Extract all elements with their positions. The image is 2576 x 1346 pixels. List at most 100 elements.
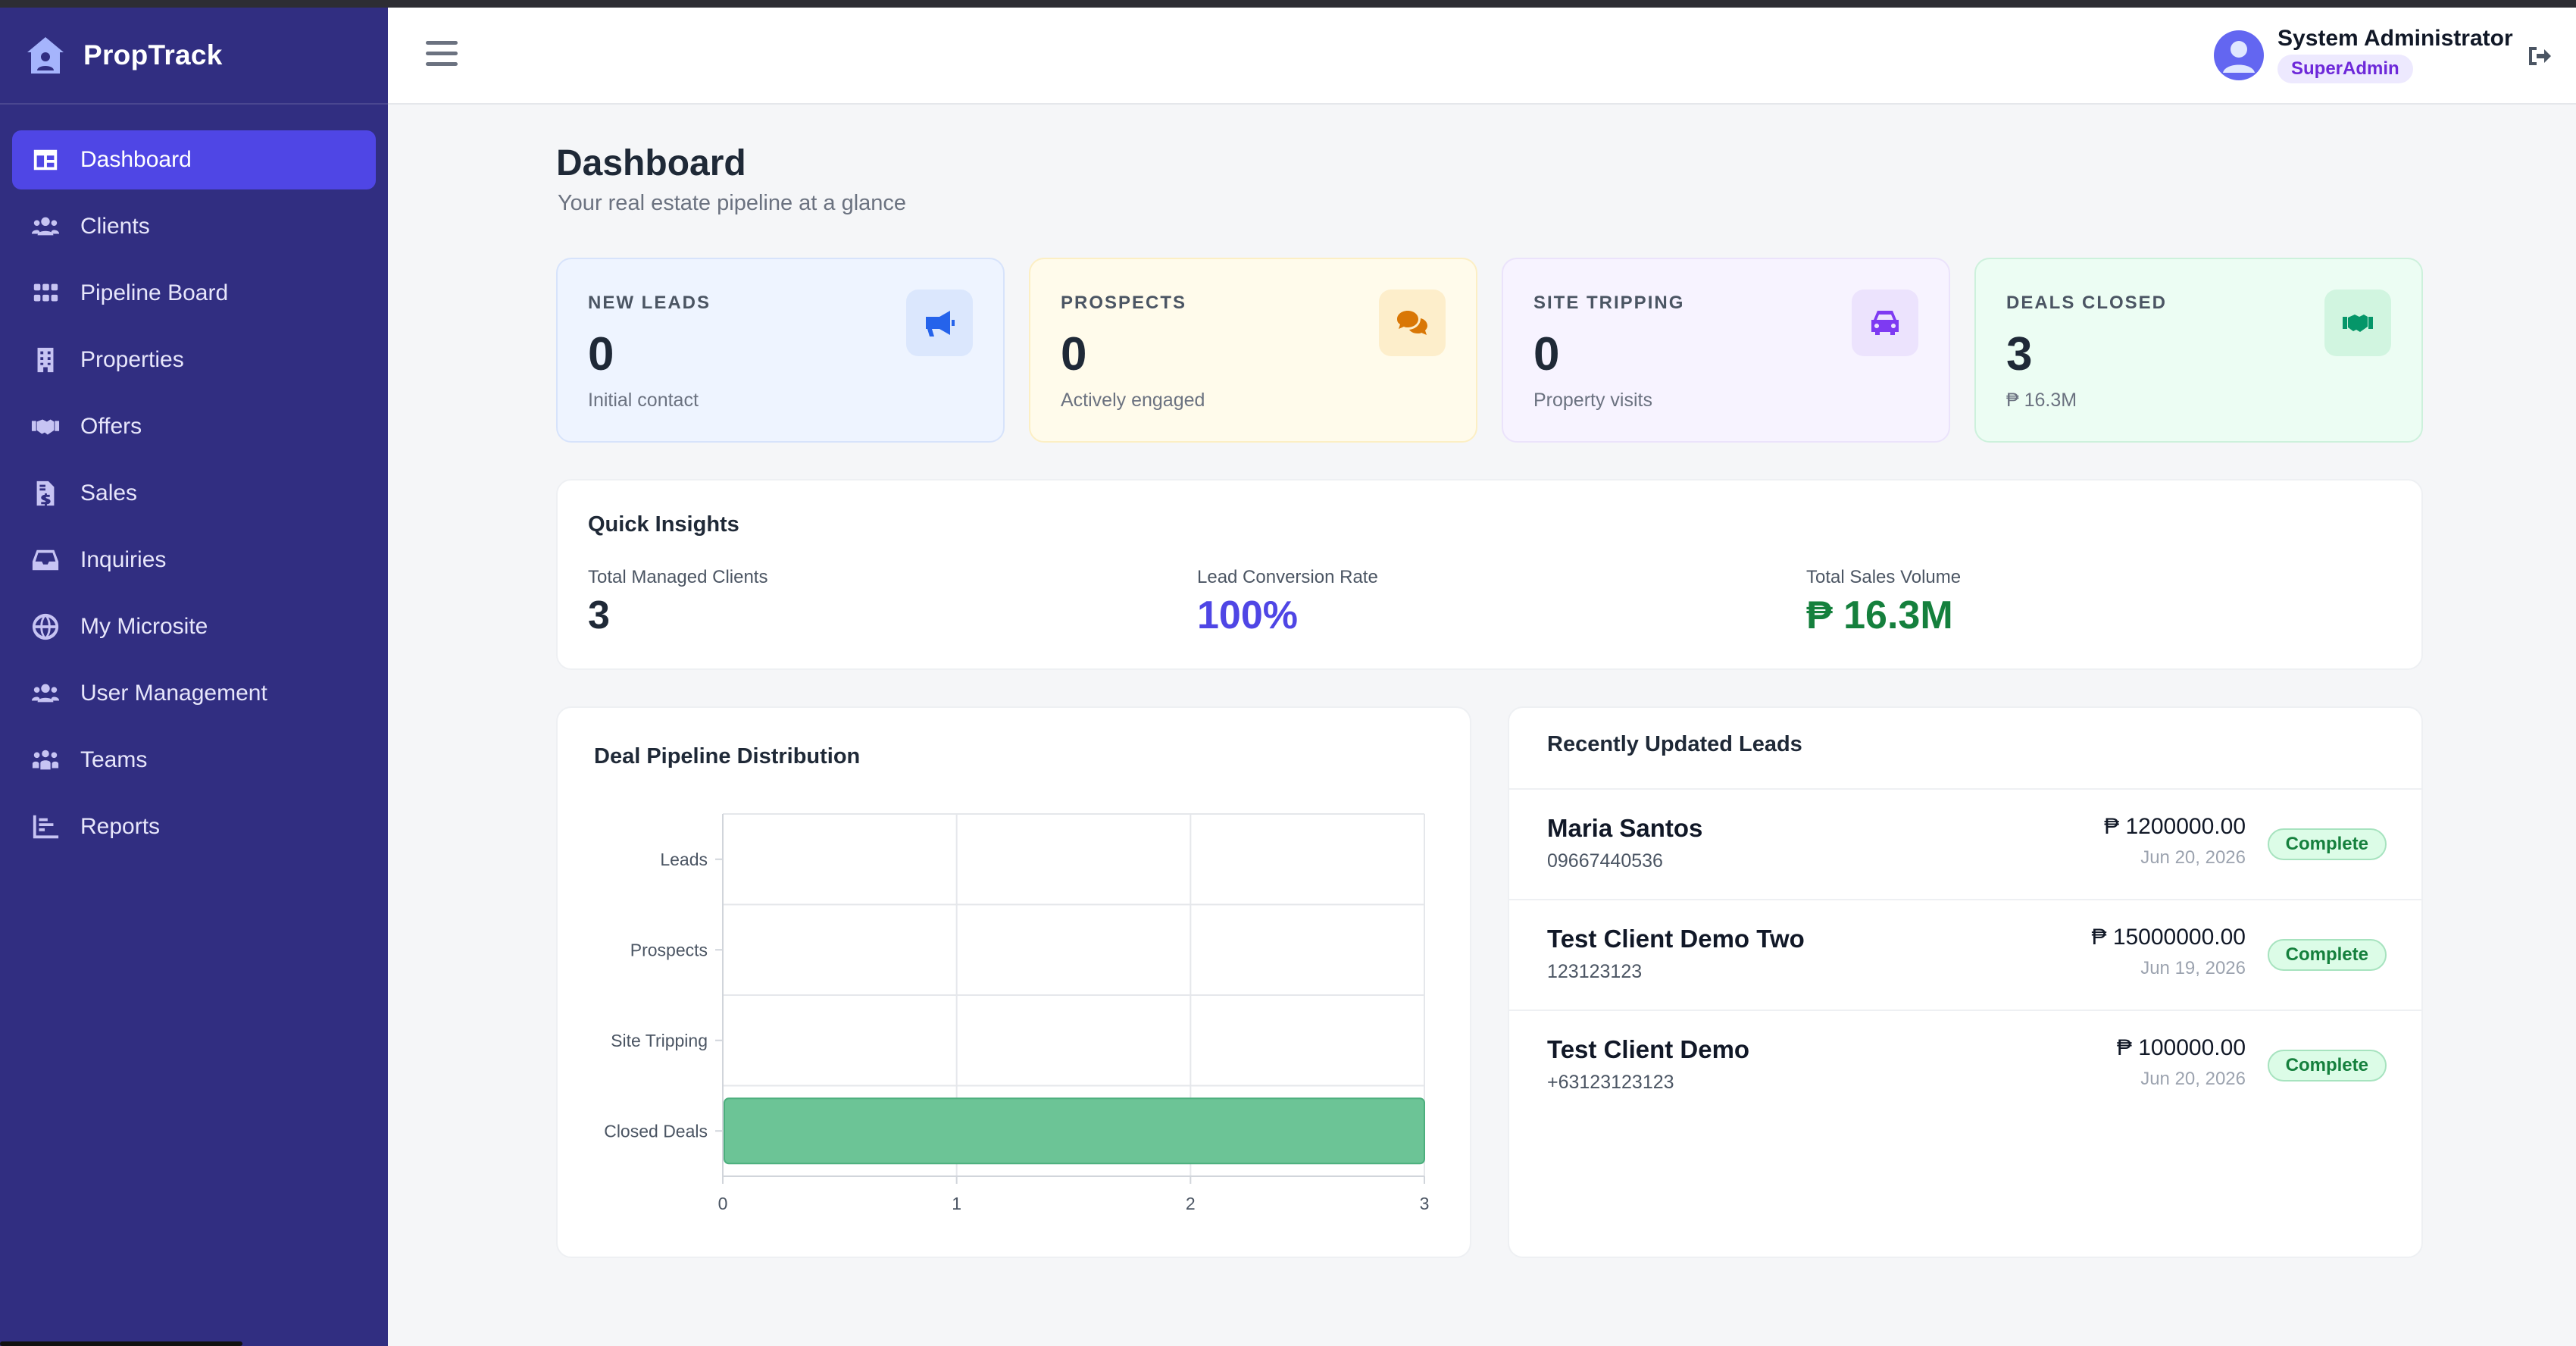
stat-value: 0 — [1533, 328, 1560, 380]
stat-subtext: ₱ 16.3M — [2006, 390, 2077, 411]
house-user-icon — [27, 37, 64, 74]
top-header: System Administrator SuperAdmin — [388, 8, 2576, 105]
status-badge: Complete — [2267, 828, 2387, 860]
y-tick-label: Closed Deals — [604, 1121, 708, 1141]
x-tick-label: 1 — [952, 1194, 961, 1213]
lead-phone: +63123123123 — [1547, 1072, 1674, 1093]
insight-label: Total Managed Clients — [588, 567, 768, 587]
insight-label: Lead Conversion Rate — [1197, 567, 1378, 587]
bar-closed-deals — [724, 1097, 1425, 1165]
avatar[interactable] — [2214, 30, 2264, 80]
y-tick-label: Leads — [660, 850, 708, 869]
window-top-strip — [0, 0, 2576, 8]
megaphone-icon — [906, 290, 973, 356]
y-tick-label: Prospects — [630, 940, 708, 959]
lead-amount: ₱ 1200000.00 — [2104, 814, 2246, 839]
list-item[interactable]: Test Client Demo +63123123123 ₱ 100000.0… — [1509, 1010, 2421, 1120]
invoice-dollar-icon — [30, 478, 61, 509]
sidebar-item-reports[interactable]: Reports — [12, 797, 376, 856]
dashboard-icon — [30, 145, 61, 175]
sidebar-item-label: User Management — [80, 681, 267, 706]
logout-icon[interactable] — [2526, 42, 2553, 70]
sidebar-item-sales[interactable]: Sales — [12, 464, 376, 523]
sidebar-item-label: My Microsite — [80, 614, 208, 639]
sidebar-item-label: Clients — [80, 214, 150, 239]
sidebar-item-label: Reports — [80, 814, 161, 839]
stat-subtext: Actively engaged — [1061, 390, 1205, 411]
comments-icon — [1379, 290, 1446, 356]
stat-label: SITE TRIPPING — [1533, 293, 1685, 313]
lead-phone: 09667440536 — [1547, 850, 1663, 872]
lead-amount: ₱ 100000.00 — [2116, 1035, 2246, 1060]
insight-value: 100% — [1197, 593, 1298, 637]
recent-leads-card: Recently Updated Leads Maria Santos 0966… — [1508, 706, 2423, 1258]
brand[interactable]: PropTrack — [0, 8, 388, 105]
insight-total-sales-volume: Total Sales Volume ₱ 16.3M — [1806, 567, 1961, 638]
users-icon — [30, 211, 61, 242]
menu-toggle-icon[interactable] — [426, 41, 458, 68]
recent-leads-title: Recently Updated Leads — [1547, 732, 1802, 756]
deal-pipeline-chart-card: Deal Pipeline Distribution 0 1 2 3 Leads Pros… — [556, 706, 1471, 1258]
role-badge: SuperAdmin — [2277, 55, 2413, 83]
sidebar-item-label: Pipeline Board — [80, 280, 229, 305]
sidebar-item-label: Teams — [80, 747, 148, 772]
stat-card-prospects[interactable]: PROSPECTS 0 Actively engaged — [1029, 258, 1477, 443]
insight-value: 3 — [588, 593, 610, 637]
insight-total-managed-clients: Total Managed Clients 3 — [588, 567, 767, 638]
scrollbar[interactable] — [0, 1341, 242, 1346]
page-subtitle: Your real estate pipeline at a glance — [558, 191, 907, 215]
app-name: PropTrack — [83, 39, 223, 70]
people-group-icon — [30, 745, 61, 775]
list-item[interactable]: Maria Santos 09667440536 ₱ 1200000.00 Ju… — [1509, 788, 2421, 899]
deal-pipeline-chart: 0 1 2 3 Leads Prospects Site Tripping Closed De… — [604, 813, 1430, 1213]
lead-name: Maria Santos — [1547, 814, 1703, 842]
sidebar-item-user-management[interactable]: User Management — [12, 664, 376, 723]
sidebar-item-pipeline-board[interactable]: Pipeline Board — [12, 264, 376, 323]
sidebar-item-clients[interactable]: Clients — [12, 197, 376, 256]
sidebar-item-dashboard[interactable]: Dashboard — [12, 130, 376, 189]
sidebar: PropTrack Dashboard Clients Pipeline Boa… — [0, 8, 388, 1346]
stat-subtext: Property visits — [1533, 390, 1652, 411]
lead-name: Test Client Demo Two — [1547, 925, 1805, 953]
stat-subtext: Initial contact — [588, 390, 699, 411]
page-title: Dashboard — [556, 143, 746, 183]
x-tick-label: 2 — [1186, 1194, 1196, 1213]
sidebar-item-my-microsite[interactable]: My Microsite — [12, 597, 376, 656]
sidebar-item-offers[interactable]: Offers — [12, 397, 376, 456]
stat-card-new-leads[interactable]: NEW LEADS 0 Initial contact — [556, 258, 1005, 443]
grid-icon — [30, 278, 61, 308]
stat-card-deals-closed[interactable]: DEALS CLOSED 3 ₱ 16.3M — [1974, 258, 2423, 443]
inbox-icon — [30, 545, 61, 575]
list-item[interactable]: Test Client Demo Two 123123123 ₱ 1500000… — [1509, 899, 2421, 1010]
lead-amount: ₱ 15000000.00 — [2091, 925, 2246, 950]
y-tick-label: Site Tripping — [611, 1031, 708, 1050]
handshake-icon — [2324, 290, 2391, 356]
stat-label: PROSPECTS — [1061, 293, 1187, 313]
x-tick-label: 0 — [718, 1194, 728, 1213]
car-icon — [1852, 290, 1918, 356]
insight-lead-conversion-rate: Lead Conversion Rate 100% — [1197, 567, 1378, 638]
lead-name: Test Client Demo — [1547, 1035, 1750, 1063]
users-cog-icon — [30, 678, 61, 709]
sidebar-item-label: Sales — [80, 480, 138, 506]
status-badge: Complete — [2267, 939, 2387, 971]
stat-label: DEALS CLOSED — [2006, 293, 2168, 313]
globe-icon — [30, 612, 61, 642]
chart-title: Deal Pipeline Distribution — [594, 744, 861, 768]
user-name: System Administrator — [2277, 26, 2513, 51]
sidebar-item-label: Inquiries — [80, 547, 167, 572]
lead-phone: 123123123 — [1547, 961, 1643, 982]
x-tick-label: 3 — [1420, 1194, 1430, 1213]
sidebar-item-teams[interactable]: Teams — [12, 731, 376, 790]
stat-card-site-tripping[interactable]: SITE TRIPPING 0 Property visits — [1502, 258, 1950, 443]
sidebar-item-label: Offers — [80, 414, 142, 439]
stat-value: 3 — [2006, 328, 2033, 380]
handshake-icon — [30, 412, 61, 442]
building-icon — [30, 345, 61, 375]
sidebar-item-properties[interactable]: Properties — [12, 330, 376, 390]
bar-chart-icon — [30, 812, 61, 842]
stat-value: 0 — [588, 328, 614, 380]
lead-date: Jun 19, 2026 — [2140, 958, 2246, 978]
quick-insights-card: Quick Insights Total Managed Clients 3 L… — [556, 479, 2423, 670]
sidebar-item-inquiries[interactable]: Inquiries — [12, 531, 376, 590]
